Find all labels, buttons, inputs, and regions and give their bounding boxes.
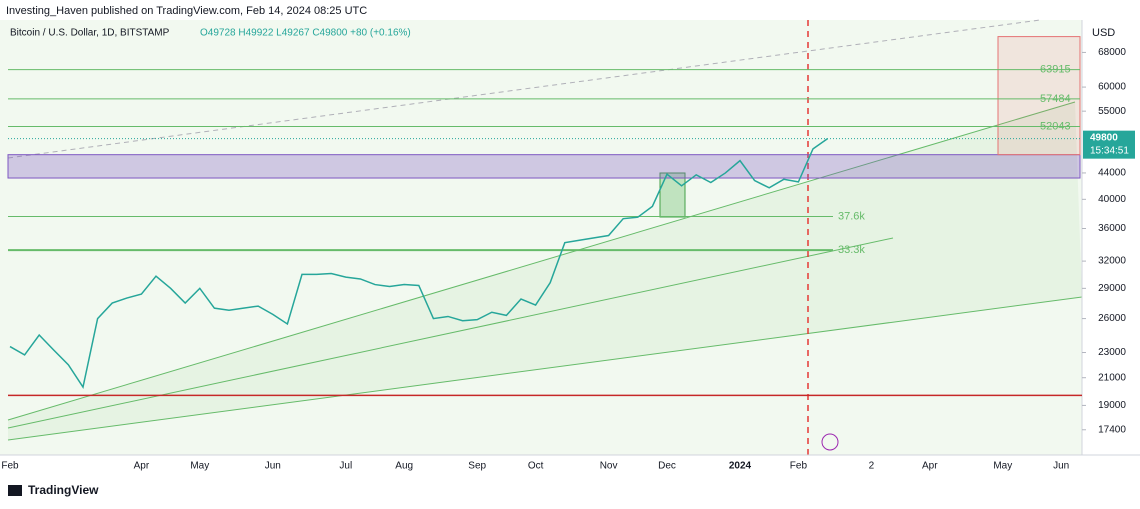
- y-tick-label: 40000: [1098, 194, 1126, 205]
- y-tick-label: 44000: [1098, 168, 1126, 179]
- brand-logo: [8, 485, 22, 496]
- x-tick-label: Jun: [1053, 461, 1069, 472]
- y-tick-label: 36000: [1098, 223, 1126, 234]
- y-tick-label: 32000: [1098, 256, 1126, 267]
- x-tick-label: Jun: [265, 461, 281, 472]
- level-label: 37.6k: [838, 210, 865, 222]
- price-line: [9, 138, 829, 390]
- x-tick-label: Aug: [395, 461, 413, 472]
- currency: USD: [1092, 27, 1115, 39]
- x-tick-label: Apr: [922, 461, 938, 472]
- price-tag-countdown: 15:34:51: [1090, 145, 1129, 156]
- channel-fill: [8, 102, 1082, 440]
- x-tick-label: Feb: [790, 461, 808, 472]
- y-tick-label: 17400: [1098, 424, 1126, 435]
- ohlc: O49728 H49922 L49267 C49800 +80 (+0.16%): [200, 28, 411, 39]
- chart-title: Bitcoin / U.S. Dollar, 1D, BITSTAMP: [10, 28, 170, 39]
- y-tick-label: 60000: [1098, 82, 1126, 93]
- trendline: [7, 19, 1041, 159]
- x-tick-label: Feb: [1, 461, 19, 472]
- x-tick-label: 2024: [729, 461, 752, 472]
- x-tick-label: May: [190, 461, 209, 472]
- y-tick-label: 55000: [1098, 106, 1126, 117]
- trendline: [7, 237, 894, 429]
- trendline: [7, 296, 1083, 441]
- level-label: 52043: [1040, 120, 1071, 132]
- x-tick-label: Jul: [339, 461, 352, 472]
- x-tick-label: Apr: [134, 461, 150, 472]
- x-tick-label: 2: [869, 461, 875, 472]
- x-tick-label: Oct: [528, 461, 544, 472]
- price-tag-value: 49800: [1090, 132, 1118, 143]
- y-tick-label: 23000: [1098, 347, 1126, 358]
- y-tick-label: 19000: [1098, 400, 1126, 411]
- publisher: Investing_Haven published on TradingView…: [6, 5, 367, 17]
- x-tick-label: Dec: [658, 461, 676, 472]
- level-label: 57484: [1040, 93, 1071, 105]
- event-icon: [821, 433, 839, 451]
- brand: TradingView: [28, 483, 99, 497]
- level-label: 33.3k: [838, 244, 865, 256]
- x-tick-label: May: [993, 461, 1012, 472]
- y-tick-label: 29000: [1098, 283, 1126, 294]
- zone: [997, 36, 1081, 156]
- level-label: 63915: [1040, 63, 1071, 75]
- zone: [7, 154, 1081, 179]
- x-tick-label: Nov: [600, 461, 618, 472]
- price-tag: [1083, 130, 1135, 159]
- y-tick-label: 68000: [1098, 47, 1126, 58]
- y-tick-label: 21000: [1098, 372, 1126, 383]
- x-tick-label: Sep: [468, 461, 486, 472]
- y-tick-label: 26000: [1098, 313, 1126, 324]
